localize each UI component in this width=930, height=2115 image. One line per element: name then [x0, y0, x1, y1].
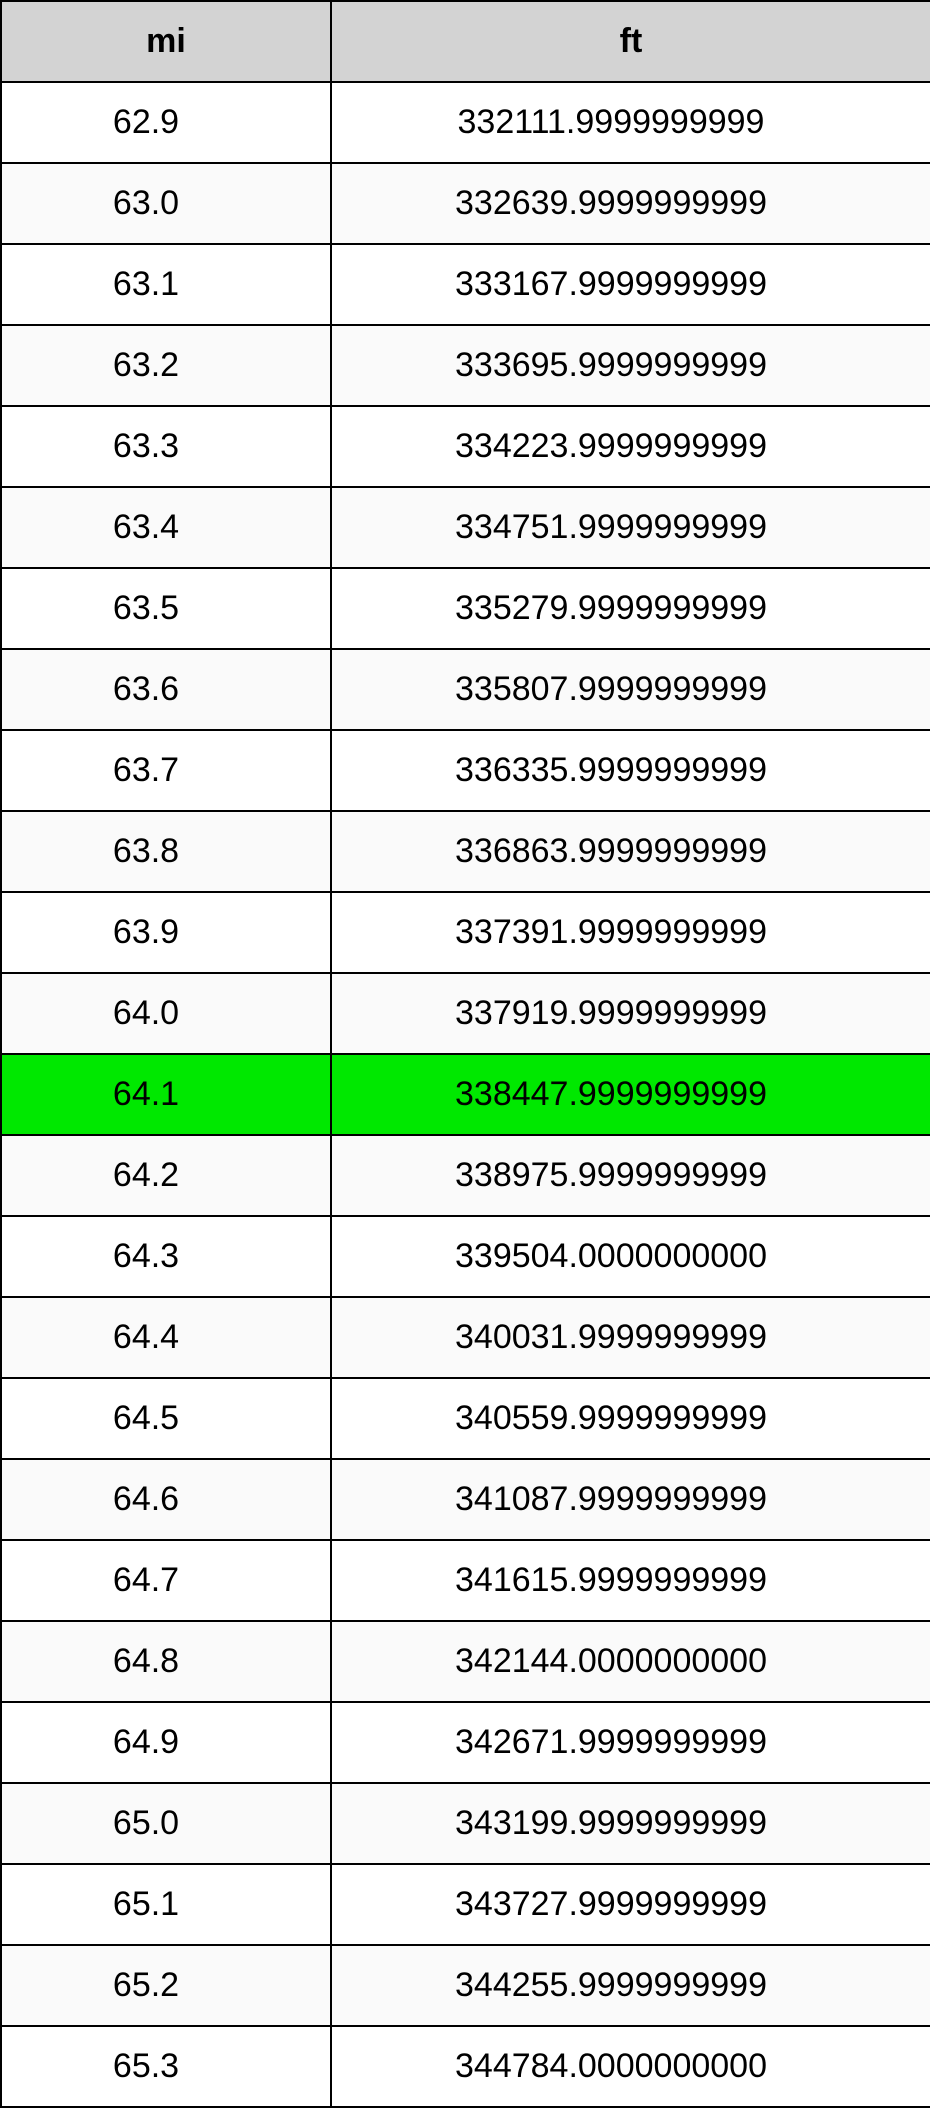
- table-row: 64.2338975.9999999999: [1, 1135, 930, 1216]
- cell-ft: 335279.9999999999: [331, 568, 930, 649]
- cell-ft: 344784.0000000000: [331, 2026, 930, 2107]
- cell-ft: 342671.9999999999: [331, 1702, 930, 1783]
- table-row: 63.0332639.9999999999: [1, 163, 930, 244]
- column-header-mi: mi: [1, 1, 331, 82]
- cell-ft: 334223.9999999999: [331, 406, 930, 487]
- table-row: 64.0337919.9999999999: [1, 973, 930, 1054]
- cell-mi: 63.5: [1, 568, 331, 649]
- table-row: 65.0343199.9999999999: [1, 1783, 930, 1864]
- conversion-table: mi ft 62.9332111.999999999963.0332639.99…: [0, 0, 930, 2108]
- table-row: 64.5340559.9999999999: [1, 1378, 930, 1459]
- cell-ft: 336863.9999999999: [331, 811, 930, 892]
- table-row: 63.4334751.9999999999: [1, 487, 930, 568]
- table-row: 64.1338447.9999999999: [1, 1054, 930, 1135]
- cell-ft: 341615.9999999999: [331, 1540, 930, 1621]
- cell-mi: 63.2: [1, 325, 331, 406]
- cell-mi: 63.4: [1, 487, 331, 568]
- cell-mi: 63.3: [1, 406, 331, 487]
- cell-ft: 333695.9999999999: [331, 325, 930, 406]
- cell-mi: 63.9: [1, 892, 331, 973]
- cell-mi: 65.2: [1, 1945, 331, 2026]
- cell-ft: 338447.9999999999: [331, 1054, 930, 1135]
- cell-mi: 64.9: [1, 1702, 331, 1783]
- cell-ft: 343199.9999999999: [331, 1783, 930, 1864]
- cell-mi: 65.0: [1, 1783, 331, 1864]
- table-row: 63.7336335.9999999999: [1, 730, 930, 811]
- cell-ft: 342144.0000000000: [331, 1621, 930, 1702]
- table-row: 65.2344255.9999999999: [1, 1945, 930, 2026]
- table-row: 65.3344784.0000000000: [1, 2026, 930, 2107]
- cell-mi: 64.0: [1, 973, 331, 1054]
- table-row: 65.1343727.9999999999: [1, 1864, 930, 1945]
- cell-mi: 64.8: [1, 1621, 331, 1702]
- cell-mi: 65.1: [1, 1864, 331, 1945]
- cell-ft: 338975.9999999999: [331, 1135, 930, 1216]
- cell-ft: 332111.9999999999: [331, 82, 930, 163]
- table-row: 63.8336863.9999999999: [1, 811, 930, 892]
- cell-mi: 63.6: [1, 649, 331, 730]
- table-row: 63.6335807.9999999999: [1, 649, 930, 730]
- table-row: 63.1333167.9999999999: [1, 244, 930, 325]
- cell-mi: 63.1: [1, 244, 331, 325]
- cell-mi: 64.6: [1, 1459, 331, 1540]
- table-row: 62.9332111.9999999999: [1, 82, 930, 163]
- cell-mi: 64.2: [1, 1135, 331, 1216]
- cell-ft: 339504.0000000000: [331, 1216, 930, 1297]
- cell-ft: 340031.9999999999: [331, 1297, 930, 1378]
- column-header-ft: ft: [331, 1, 930, 82]
- cell-mi: 64.5: [1, 1378, 331, 1459]
- cell-ft: 337391.9999999999: [331, 892, 930, 973]
- cell-mi: 64.4: [1, 1297, 331, 1378]
- table-row: 63.3334223.9999999999: [1, 406, 930, 487]
- table-row: 63.9337391.9999999999: [1, 892, 930, 973]
- cell-mi: 62.9: [1, 82, 331, 163]
- cell-ft: 340559.9999999999: [331, 1378, 930, 1459]
- cell-mi: 63.8: [1, 811, 331, 892]
- cell-ft: 344255.9999999999: [331, 1945, 930, 2026]
- cell-ft: 335807.9999999999: [331, 649, 930, 730]
- cell-mi: 63.0: [1, 163, 331, 244]
- cell-mi: 65.3: [1, 2026, 331, 2107]
- cell-mi: 64.7: [1, 1540, 331, 1621]
- cell-ft: 337919.9999999999: [331, 973, 930, 1054]
- cell-mi: 64.3: [1, 1216, 331, 1297]
- table-row: 64.9342671.9999999999: [1, 1702, 930, 1783]
- cell-mi: 64.1: [1, 1054, 331, 1135]
- table-row: 64.6341087.9999999999: [1, 1459, 930, 1540]
- cell-ft: 332639.9999999999: [331, 163, 930, 244]
- table-row: 64.8342144.0000000000: [1, 1621, 930, 1702]
- cell-ft: 333167.9999999999: [331, 244, 930, 325]
- table-row: 64.4340031.9999999999: [1, 1297, 930, 1378]
- cell-mi: 63.7: [1, 730, 331, 811]
- cell-ft: 334751.9999999999: [331, 487, 930, 568]
- table-row: 64.7341615.9999999999: [1, 1540, 930, 1621]
- table-row: 63.5335279.9999999999: [1, 568, 930, 649]
- table-header-row: mi ft: [1, 1, 930, 82]
- cell-ft: 336335.9999999999: [331, 730, 930, 811]
- table-row: 64.3339504.0000000000: [1, 1216, 930, 1297]
- cell-ft: 341087.9999999999: [331, 1459, 930, 1540]
- table-row: 63.2333695.9999999999: [1, 325, 930, 406]
- cell-ft: 343727.9999999999: [331, 1864, 930, 1945]
